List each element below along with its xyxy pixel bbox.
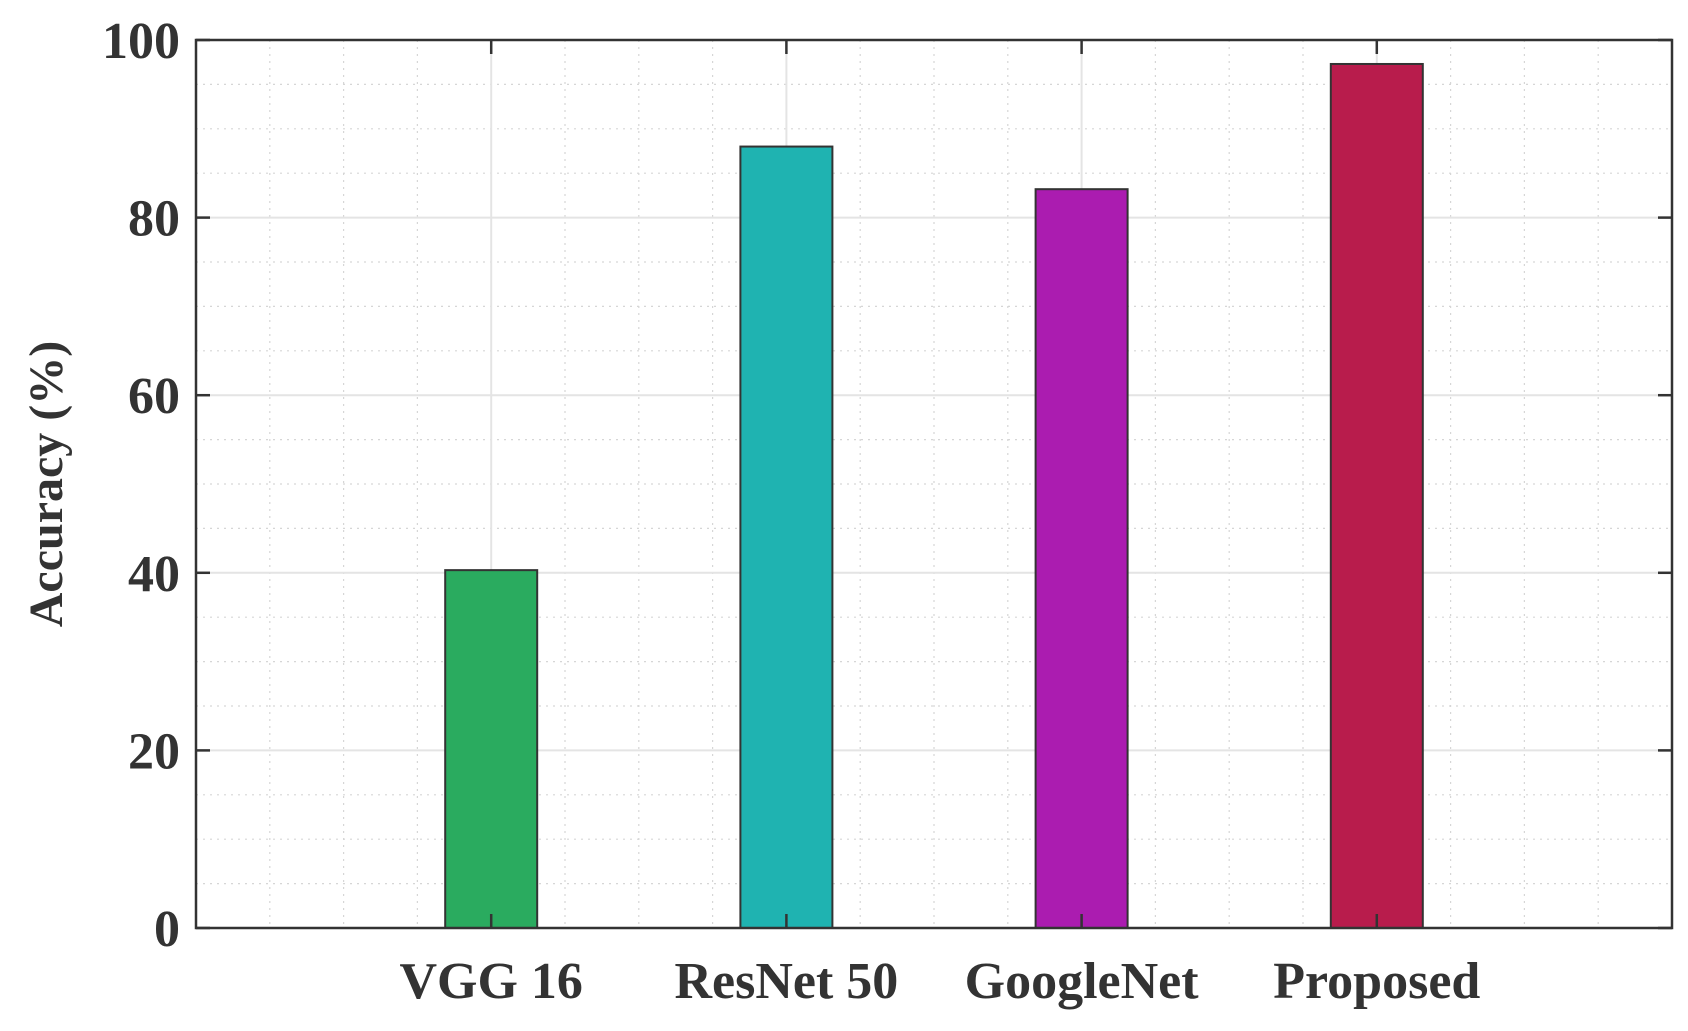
y-tick-label: 40: [128, 546, 180, 603]
y-tick-label: 0: [154, 901, 180, 958]
bar-resnet-50: [739, 145, 834, 929]
y-axis-label: Accuracy (%): [20, 341, 73, 628]
y-tick-label: 100: [102, 13, 180, 70]
bar-proposed: [1329, 62, 1424, 929]
x-tick-label: ResNet 50: [674, 953, 898, 1010]
y-tick-label: 60: [128, 368, 180, 425]
x-tick-label: Proposed: [1273, 953, 1480, 1010]
y-tick-label: 80: [128, 191, 180, 248]
tick-layer: [196, 38, 1672, 930]
y-tick-label: 20: [128, 723, 180, 780]
plot-frame: [194, 38, 1674, 930]
bar-vgg-16: [444, 569, 539, 929]
label-layer: 0 20 40 60 80 100 VGG 16 ResNet 50 GoogleNet Prop…: [102, 13, 1480, 1010]
bar-googlenet: [1034, 188, 1129, 929]
x-tick-label: VGG 16: [399, 953, 582, 1010]
x-tick-label: GoogleNet: [965, 953, 1200, 1010]
bar-layer: [444, 62, 1424, 929]
